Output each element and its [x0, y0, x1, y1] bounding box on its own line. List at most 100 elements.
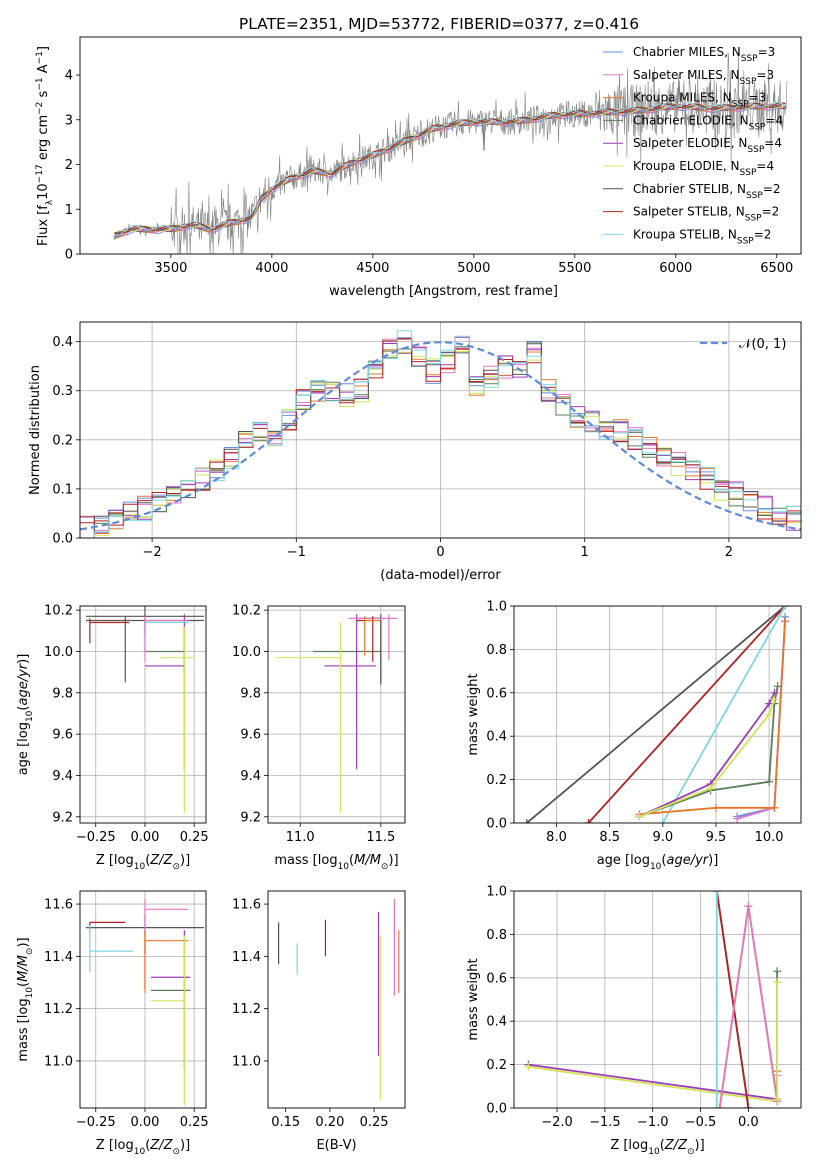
legend-label: Chabrier ELODIE, NSSP=4: [633, 113, 783, 132]
y-tick-label: 0.2: [486, 773, 507, 788]
mass-weight-marker: [765, 777, 774, 786]
y-tick-label: 9.6: [240, 728, 261, 743]
x-tick-label: 1: [581, 545, 589, 560]
legend-label: Kroupa ELODIE, NSSP=4: [633, 159, 774, 178]
y-tick-label: 9.8: [240, 686, 261, 701]
legend-label-part: Kroupa MILES, N: [633, 91, 732, 105]
y-axis-label-part: age/yr: [16, 662, 31, 705]
legend-label-part: =4: [756, 159, 774, 173]
y-tick-label: 11.0: [232, 1054, 261, 1069]
mass-weight-marker: [584, 819, 593, 823]
x-tick-label: −2.0: [541, 1115, 573, 1130]
x-tick-label: 11.0: [286, 830, 315, 845]
legend-label-part: SSP: [737, 236, 754, 246]
mass-weight-marker: [773, 967, 782, 976]
y-axis-label: age [log10(age/yr)]: [16, 654, 35, 776]
x-axis-label: E(B-V): [316, 1138, 356, 1153]
y-axis-label-part: ⊙: [25, 948, 35, 956]
mass-weight-marker: [658, 819, 667, 823]
y-tick-label: 11.4: [232, 950, 261, 965]
legend-label-part: SSP: [749, 122, 766, 132]
x-tick-label: 9.0: [652, 830, 673, 845]
x-axis-label: Z [log10(Z/Z⊙)]: [96, 853, 190, 872]
y-tick-label: 11.0: [44, 1054, 73, 1069]
y-axis-label-part: 10: [36, 183, 51, 200]
x-axis-label-part: M/M: [354, 853, 381, 868]
plot-area: [268, 606, 405, 823]
x-tick-label: 11.5: [366, 830, 395, 845]
y-tick-label: 0.4: [52, 335, 73, 350]
axes-frame: [513, 890, 802, 1109]
plot-area: [80, 891, 206, 1108]
y-axis-label-part: ]: [36, 46, 51, 51]
x-axis-label-part: Z/Z: [149, 1138, 173, 1153]
y-tick-label: 0.0: [486, 817, 507, 832]
y-tick-label: 10.0: [232, 645, 261, 660]
mass-weight-line: [715, 891, 750, 1108]
legend-label-part: =4: [764, 136, 782, 150]
legend-label-part: SSP: [740, 77, 757, 87]
axes-frame: [79, 36, 802, 255]
y-tick-label: 0.6: [486, 686, 507, 701]
mass-weight-line: [528, 1065, 778, 1103]
y-tick-label: 1.0: [486, 885, 507, 900]
y-axis-label-part: erg cm: [36, 115, 51, 164]
axes-frame: [513, 605, 802, 824]
x-axis-label-part: (: [145, 853, 150, 868]
age_vs_mass-panel: 11.0 11.5 9.2 9.4 9.6 9.8 10.0 10.2 mass [log10(…: [232, 604, 406, 872]
y-tick-label: 1.0: [486, 600, 507, 615]
x-tick-label: 0.25: [180, 830, 209, 845]
legend-label-part: SSP: [741, 54, 758, 64]
axes-frame: [79, 605, 207, 824]
x-tick-label: −0.25: [76, 830, 116, 845]
y-axis-label-part: age [log: [16, 722, 31, 775]
axes-frame: [79, 890, 207, 1109]
legend-label: 𝒩(0, 1): [739, 337, 786, 352]
mass-weight-marker: [765, 699, 774, 708]
y-tick-label: 10.0: [44, 645, 73, 660]
y-tick-label: 9.4: [240, 769, 261, 784]
x-tick-label: 3500: [154, 261, 187, 276]
y-axis-label-part: )]: [16, 937, 31, 947]
legend-label: Chabrier STELIB, NSSP=2: [633, 182, 781, 201]
legend-label: Kroupa MILES, NSSP=3: [633, 91, 766, 110]
y-tick-label: 0.2: [52, 433, 73, 448]
legend-label-part: =3: [758, 45, 776, 59]
normal-curve-line: [80, 341, 801, 531]
x-tick-label: 5000: [457, 261, 490, 276]
x-axis-label-part: (: [349, 853, 354, 868]
y-axis-label-part: (: [16, 982, 31, 987]
axes-frame: [267, 605, 406, 824]
x-axis-label-part: ⊙: [172, 862, 180, 872]
mass-weight-marker: [522, 819, 531, 823]
legend-label-part: SSP: [732, 100, 749, 110]
x-tick-label: 4500: [356, 261, 389, 276]
y-axis-label-part: λ: [45, 199, 55, 205]
y-tick-label: 0.4: [486, 1015, 507, 1030]
observed-spectrum-line: [114, 51, 788, 254]
x-axis-label-part: 10: [650, 862, 662, 872]
y-axis-label-part: 10: [25, 987, 35, 999]
y-tick-label: 10.2: [44, 604, 73, 619]
plot-area: [278, 898, 400, 1101]
x-tick-label: 9.5: [706, 830, 727, 845]
x-axis-label-part: 10: [648, 1147, 660, 1157]
legend-label: Chabrier MILES, NSSP=3: [633, 45, 775, 64]
x-tick-label: 2: [725, 545, 733, 560]
mass-weight-marker: [711, 803, 720, 812]
x-tick-label: 0.0: [738, 1115, 759, 1130]
y-tick-label: 0.1: [52, 482, 73, 497]
legend-label-part: =2: [762, 205, 780, 219]
mass-weight-marker: [706, 784, 715, 793]
x-tick-label: 5500: [558, 261, 591, 276]
x-axis-label-part: age/yr: [666, 853, 709, 868]
plot-area: [80, 606, 206, 823]
legend-label-part: =2: [754, 227, 772, 241]
x-axis-label-part: E(B-V): [316, 1138, 356, 1153]
mass-weight-marker: [715, 1104, 724, 1108]
y-tick-label: 0.8: [486, 643, 507, 658]
mass-weight-line: [639, 686, 779, 818]
y-axis-label-part: M/M: [16, 955, 31, 982]
mass-weight-marker: [781, 617, 790, 626]
